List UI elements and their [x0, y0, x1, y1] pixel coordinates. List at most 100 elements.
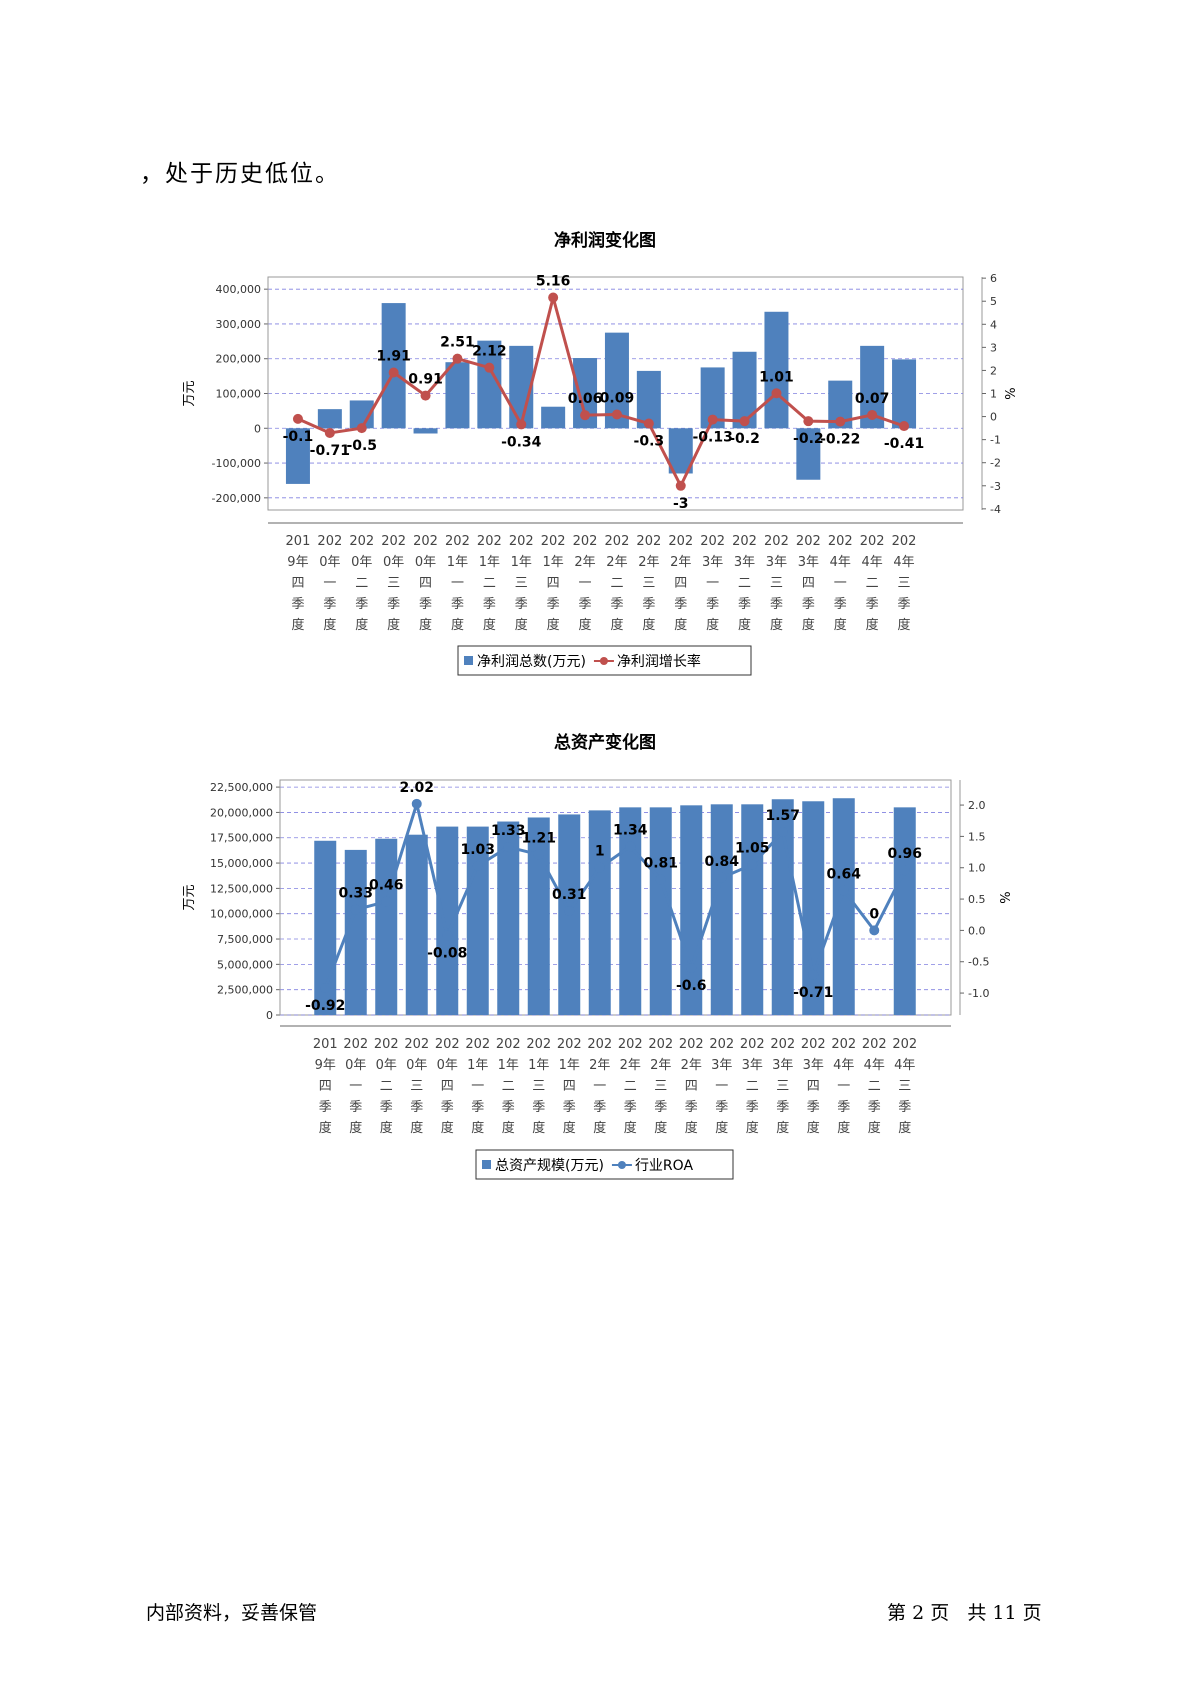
x-tick-label: 季: [807, 1100, 820, 1115]
y-tick-label: 0: [254, 422, 261, 435]
data-label: -0.71: [310, 443, 350, 459]
y-tick-label: 17,500,000: [210, 832, 273, 845]
line-point: [838, 885, 849, 896]
x-tick-label: 三: [770, 576, 783, 591]
total-label-a: 共: [967, 1602, 987, 1624]
x-tick-label: 三: [898, 1079, 911, 1094]
x-tick-label: 201: [286, 534, 311, 549]
line-point: [320, 983, 331, 994]
data-label: 2.51: [440, 335, 475, 351]
x-tick-label: 2年: [574, 555, 595, 570]
data-label: 0.46: [369, 878, 404, 894]
y-tick-label: 10,000,000: [210, 908, 273, 921]
x-tick-label: 202: [709, 1037, 734, 1052]
x-tick-label: 度: [770, 617, 783, 633]
x-tick-label: 三: [898, 576, 911, 591]
x-tick-label: 202: [828, 534, 853, 549]
x-tick-label: 四: [419, 576, 432, 591]
x-tick-label: 2年: [638, 555, 659, 570]
line-point: [356, 423, 367, 434]
line-point: [381, 896, 392, 907]
x-tick-label: 季: [355, 597, 368, 612]
x-tick-label: 三: [387, 576, 400, 591]
chart-title: 净利润变化图: [554, 230, 656, 251]
line-point: [899, 865, 910, 876]
line-point: [472, 860, 483, 871]
x-tick-label: 0年: [406, 1058, 427, 1073]
x-tick-label: 202: [435, 1037, 460, 1052]
x-tick-label: 0年: [376, 1058, 397, 1073]
x-tick-label: 四: [802, 576, 815, 591]
x-tick-label: 3年: [702, 555, 723, 570]
bar: [832, 798, 855, 1015]
line-point: [516, 419, 527, 430]
x-tick-label: 四: [563, 1079, 576, 1094]
line-point: [452, 353, 463, 364]
x-tick-label: 度: [715, 1120, 728, 1136]
x-tick-label: 度: [674, 617, 687, 633]
x-tick-label: 202: [557, 1037, 582, 1052]
x-tick-label: 季: [593, 1100, 606, 1115]
line-point: [747, 859, 758, 870]
x-tick-label: 度: [776, 1120, 789, 1136]
x-tick-label: 度: [746, 1120, 759, 1136]
legend-bar-swatch: [482, 1160, 491, 1169]
line-point: [686, 963, 697, 973]
data-label: 1.33: [491, 823, 526, 839]
x-tick-label: 季: [642, 597, 655, 612]
x-tick-label: 二: [746, 1079, 759, 1094]
bar: [405, 834, 428, 1015]
x-tick-label: 度: [441, 1120, 454, 1136]
x-tick-label: 二: [355, 576, 368, 591]
data-label: 1.57: [765, 808, 800, 824]
x-tick-label: 季: [532, 1100, 545, 1115]
data-label: 0.07: [855, 391, 890, 407]
footer-confidential-note: 内部资料，妥善保管: [146, 1602, 318, 1624]
line-point: [867, 409, 878, 420]
data-label: 0.31: [552, 887, 587, 903]
x-tick-label: 一: [349, 1079, 362, 1094]
y-axis-label: 万元: [182, 380, 197, 406]
bar: [649, 807, 672, 1015]
bar: [375, 838, 398, 1015]
x-tick-label: 四: [441, 1079, 454, 1094]
line-point: [564, 905, 575, 916]
x-tick-label: 季: [319, 1100, 332, 1115]
chart-1: 净利润变化图 400,000 300,000 200,000 100,000 0 -100,…: [182, 230, 1019, 676]
x-tick-label: 季: [471, 1100, 484, 1115]
legend-bar-label: 总资产规模(万元): [495, 1158, 604, 1174]
data-label: 1: [595, 844, 605, 860]
x-tick-label: 二: [502, 1079, 515, 1094]
x-tick-label: 3年: [798, 555, 819, 570]
bar: [541, 406, 566, 429]
data-label: -0.71: [793, 985, 833, 1001]
x-tick-label: 二: [868, 1079, 881, 1094]
x-tick-label: 202: [477, 534, 502, 549]
y-tick-label: -200,000: [212, 492, 261, 505]
y-tick-label: 12,500,000: [210, 882, 273, 895]
x-tick-label: 202: [573, 534, 598, 549]
y-tick-label: -100,000: [212, 457, 261, 470]
x-tick-label: 季: [898, 597, 911, 612]
line-point: [420, 390, 431, 401]
x-tick-label: 202: [700, 534, 725, 549]
x-tick-label: 度: [579, 617, 592, 633]
x-tick-label: 季: [380, 1100, 393, 1115]
y2-tick-label: 2.0: [968, 799, 986, 812]
data-label: -0.5: [346, 438, 377, 454]
line-point: [292, 413, 303, 424]
x-tick-label: 0年: [319, 555, 340, 570]
x-tick-label: 202: [648, 1037, 673, 1052]
x-tick-label: 一: [593, 1079, 606, 1094]
x-tick-label: 季: [451, 597, 464, 612]
line-point: [484, 362, 495, 373]
x-tick-label: 1年: [467, 1058, 488, 1073]
x-tick-label: 202: [862, 1037, 887, 1052]
legend-bar-swatch: [464, 656, 473, 665]
x-tick-label: 季: [802, 597, 815, 612]
x-tick-label: 1年: [479, 555, 500, 570]
x-tick-label: 季: [624, 1100, 637, 1115]
x-tick-label: 202: [668, 534, 693, 549]
bar: [680, 805, 703, 1015]
y2-tick-label: -3: [990, 480, 1001, 493]
